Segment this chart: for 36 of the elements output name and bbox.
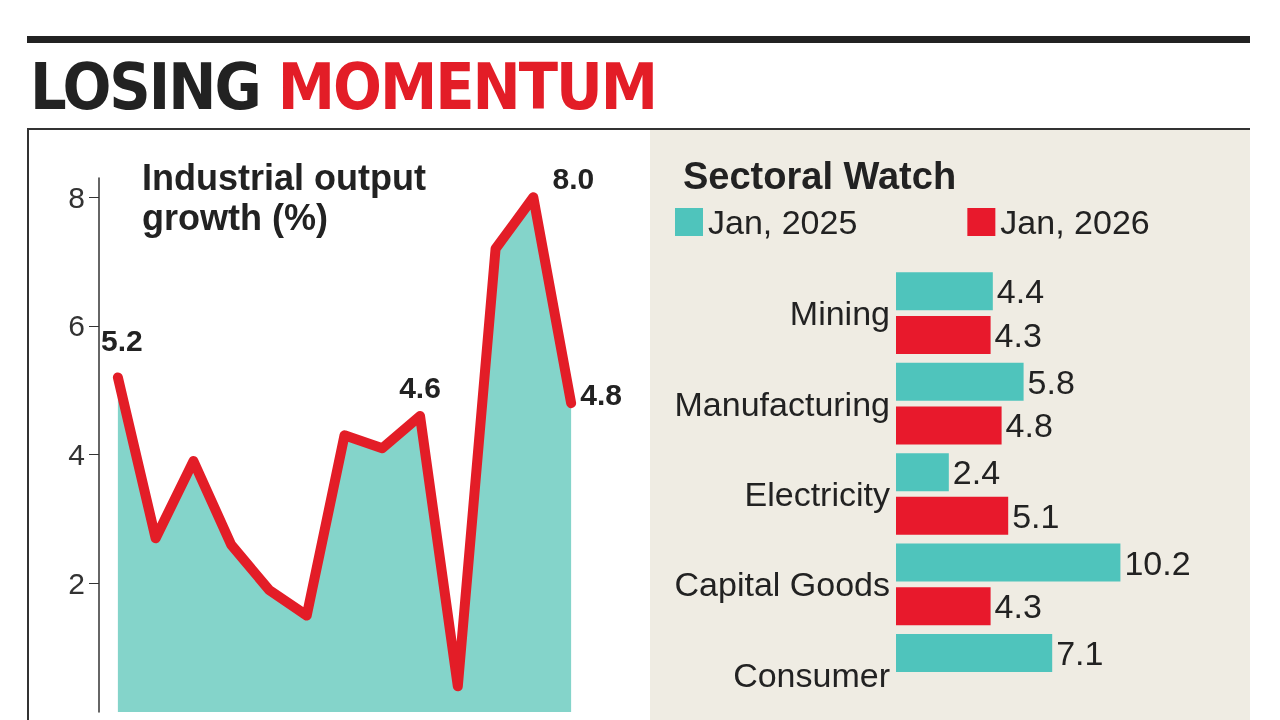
bar [896, 316, 991, 355]
data-label: 10.2 [1124, 543, 1191, 582]
data-label: 7.1 [1056, 633, 1104, 672]
data-label: 4.3 [994, 316, 1042, 355]
legend-label: Jan, 2026 [1000, 203, 1150, 241]
data-label: 4.8 [580, 377, 622, 411]
bar [896, 362, 1024, 401]
y-tick-label: Manufacturing [674, 384, 890, 423]
bar [896, 406, 1002, 445]
bar [896, 453, 949, 492]
y-tick-label: Capital Goods [674, 565, 890, 604]
bar [896, 272, 993, 311]
data-label: 4.3 [994, 587, 1042, 626]
y-tick-label: 6 [68, 309, 85, 343]
chart-subtitle: Industrial output growth (%) [142, 156, 436, 238]
data-label: 4.4 [996, 272, 1045, 311]
chart-title: LOSING MOMENTUM [30, 50, 657, 124]
y-tick-label: Mining [789, 294, 890, 333]
data-label: 5.2 [101, 323, 143, 357]
chart-title: Sectoral Watch [683, 155, 957, 197]
data-label: 4.6 [399, 370, 441, 404]
data-label: 8.0 [552, 161, 595, 195]
y-tick-label: 8 [68, 180, 85, 214]
y-tick-label: 4 [68, 438, 85, 472]
data-label: 4.8 [1005, 406, 1053, 445]
bar [896, 587, 991, 626]
y-tick-label: 2 [68, 566, 85, 600]
data-label: 5.8 [1027, 362, 1075, 401]
bar [896, 496, 1009, 535]
data-label: 2.4 [952, 453, 1001, 492]
bar [896, 543, 1121, 582]
y-tick-label: Consumer [733, 655, 890, 694]
bar [896, 633, 1053, 672]
y-tick-label: Electricity [744, 475, 890, 513]
data-label: 5.1 [1012, 496, 1060, 535]
legend-label: Jan, 2025 [708, 203, 858, 241]
